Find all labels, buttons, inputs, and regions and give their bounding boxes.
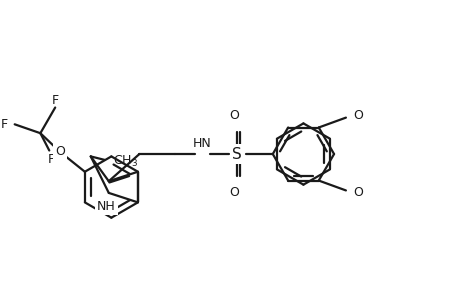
Text: O: O: [229, 109, 239, 122]
Text: O: O: [229, 186, 239, 199]
Text: O: O: [55, 146, 65, 158]
Text: F: F: [1, 118, 8, 131]
Text: O: O: [353, 109, 363, 122]
Text: F: F: [51, 94, 59, 106]
Text: CH$_3$: CH$_3$: [113, 154, 138, 169]
Text: HN: HN: [192, 137, 211, 150]
Text: O: O: [353, 186, 363, 200]
Text: S: S: [231, 146, 241, 161]
Text: NH: NH: [97, 200, 115, 213]
Text: F: F: [48, 153, 55, 166]
